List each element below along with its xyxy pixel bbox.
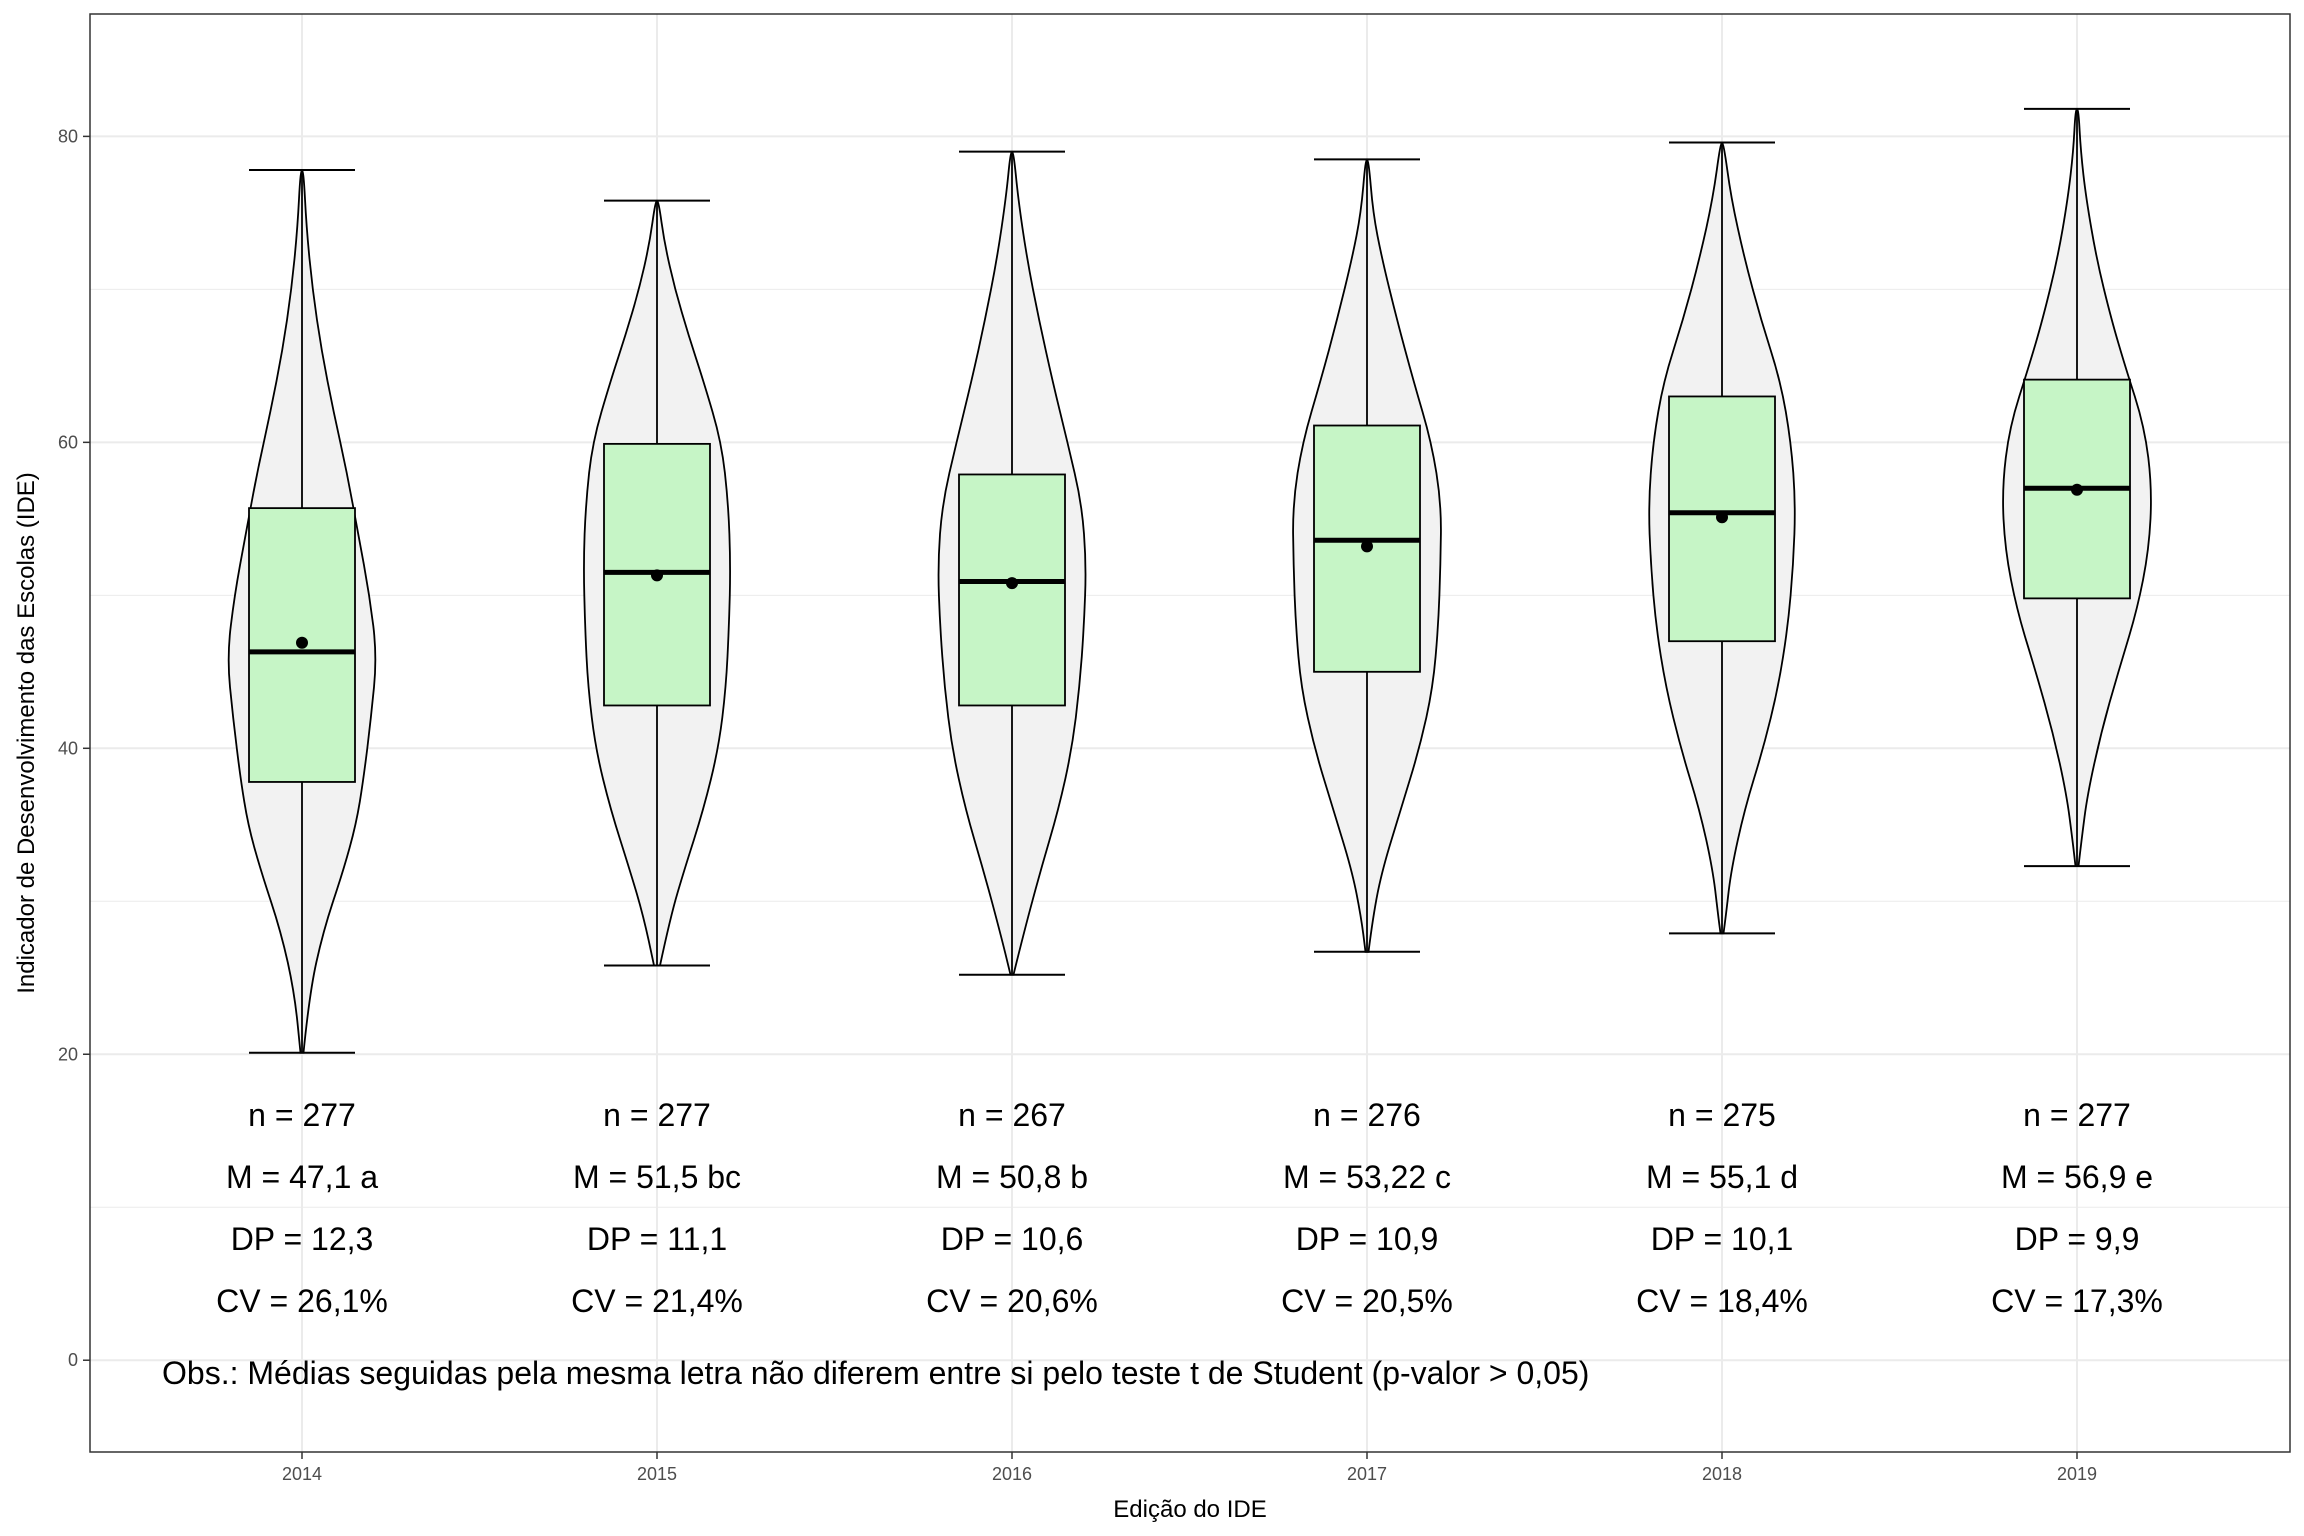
- stat-label-2018: DP = 10,1: [1651, 1221, 1794, 1257]
- mean-point-2016: [1006, 577, 1018, 590]
- y-tick-label: 20: [58, 1044, 78, 1064]
- stat-label-2015: n = 277: [603, 1097, 711, 1133]
- y-tick-label: 80: [58, 126, 78, 146]
- boxplots: [248, 107, 2131, 1054]
- box-2016: [958, 473, 1066, 707]
- stat-label-2018: CV = 18,4%: [1636, 1283, 1808, 1319]
- y-axis: 0 20 40 60 80: [58, 126, 90, 1370]
- stat-label-2015: DP = 11,1: [587, 1221, 727, 1257]
- stat-label-2015: CV = 21,4%: [571, 1283, 743, 1319]
- mean-point-2014: [296, 636, 308, 649]
- y-tick-label: 0: [68, 1350, 78, 1370]
- y-tick-label: 40: [58, 738, 78, 758]
- y-tick-label: 60: [58, 432, 78, 452]
- x-tick-label: 2017: [1347, 1464, 1387, 1484]
- stat-label-2017: M = 53,22 c: [1283, 1159, 1451, 1195]
- stat-labels: n = 277 M = 47,1 a DP = 12,3 CV = 26,1% n = …: [216, 1097, 2163, 1319]
- x-tick-label: 2014: [282, 1464, 322, 1484]
- stat-label-2019: n = 277: [2023, 1097, 2131, 1133]
- stat-label-2019: CV = 17,3%: [1991, 1283, 2163, 1319]
- stat-label-2019: DP = 9,9: [2015, 1221, 2140, 1257]
- stat-label-2014: DP = 12,3: [231, 1221, 374, 1257]
- stat-label-2017: DP = 10,9: [1296, 1221, 1439, 1257]
- stat-label-2016: DP = 10,6: [941, 1221, 1084, 1257]
- stat-label-2017: n = 276: [1313, 1097, 1421, 1133]
- stat-label-2014: CV = 26,1%: [216, 1283, 388, 1319]
- stat-label-2014: n = 277: [248, 1097, 356, 1133]
- mean-point-2015: [651, 569, 663, 582]
- x-tick-label: 2018: [1702, 1464, 1742, 1484]
- x-axis-title: Edição do IDE: [1113, 1496, 1266, 1523]
- mean-point-2019: [2071, 483, 2083, 496]
- stat-label-2016: n = 267: [958, 1097, 1066, 1133]
- stat-label-2016: CV = 20,6%: [926, 1283, 1098, 1319]
- x-tick-label: 2019: [2057, 1464, 2097, 1484]
- mean-point-2018: [1716, 511, 1728, 524]
- x-tick-label: 2016: [992, 1464, 1032, 1484]
- stat-label-2019: M = 56,9 e: [2001, 1159, 2153, 1195]
- x-axis: 2014 2015 2016 2017 2018 2019: [282, 1452, 2097, 1484]
- mean-point-2017: [1361, 540, 1373, 553]
- stat-label-2015: M = 51,5 bc: [573, 1159, 741, 1195]
- stat-label-2016: M = 50,8 b: [936, 1159, 1088, 1195]
- plot-panel-border: [89, 13, 2291, 1453]
- x-tick-label: 2015: [637, 1464, 677, 1484]
- y-axis-title: Indicador de Desenvolvimento das Escolas…: [13, 472, 40, 994]
- stat-label-2018: n = 275: [1668, 1097, 1776, 1133]
- stat-label-2014: M = 47,1 a: [226, 1159, 378, 1195]
- stat-label-2018: M = 55,1 d: [1646, 1159, 1798, 1195]
- note-text: Obs.: Médias seguidas pela mesma letra n…: [162, 1355, 1589, 1391]
- stat-label-2017: CV = 20,5%: [1281, 1283, 1453, 1319]
